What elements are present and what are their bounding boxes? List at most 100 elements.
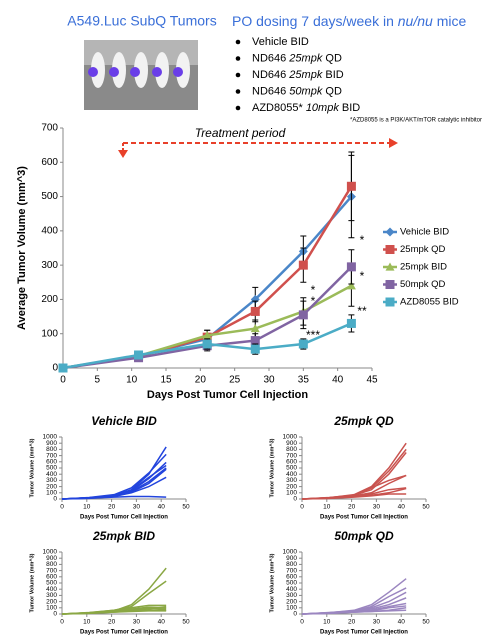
bullet-part: ND646 [252,69,289,81]
x-tick-label: 50 [182,619,190,626]
y-tick-label: 1000 [43,434,58,441]
x-tick-label: 20 [348,619,356,626]
x-tick-label: 35 [298,375,310,386]
x-tick-label: 40 [158,619,166,626]
bullet-part: 10mpk [306,102,340,114]
y-tick-label: 400 [41,225,58,236]
chart-title: Vehicle BID [91,414,157,428]
bullet-part: AZD8055* [252,102,306,114]
x-tick-label: 45 [366,375,378,386]
marker [299,261,308,270]
series-line [62,447,166,499]
marker [299,310,308,319]
x-tick-label: 10 [83,619,91,626]
chart-title: 25mpk BID [92,529,155,543]
y-tick-label: 400 [286,471,297,478]
marker [251,307,260,316]
y-tick-label: 500 [286,580,297,587]
y-tick-label: 200 [41,294,58,305]
right-title: PO dosing 7 days/week in nu/nu mice [232,13,466,29]
y-axis-label: Average Tumor Volume (mm^3) [16,166,28,330]
marker [347,182,356,191]
y-tick-label: 1000 [283,549,298,556]
y-tick-label: 200 [46,598,57,605]
title-part: nu/nu [398,13,433,29]
x-tick-label: 15 [160,375,172,386]
marker [203,340,212,349]
y-tick-label: 700 [41,123,58,134]
x-tick-label: 30 [373,504,381,511]
legend-label: Vehicle BID [400,227,449,238]
y-tick-label: 700 [286,452,297,459]
footnote: *AZD8055 is a PI3K/AKT/mTOR catalytic in… [350,118,482,124]
y-axis-label: Tumor Volume (mm^3) [29,553,35,612]
x-tick-label: 0 [300,504,304,511]
series-line [63,286,351,368]
bullet-dot [236,106,241,111]
bullet-part: 25mpk [288,52,323,64]
y-tick-label: 1000 [283,434,298,441]
x-tick-label: 20 [195,375,207,386]
bullet-part: ND646 [252,52,289,64]
y-tick-label: 100 [286,490,297,497]
y-tick-label: 100 [46,490,57,497]
x-axis-label: Days Post Tumor Cell Injection [320,515,408,521]
y-tick-label: 0 [52,363,58,374]
y-tick-label: 300 [46,592,57,599]
y-tick-label: 500 [41,191,58,202]
y-tick-label: 800 [286,446,297,453]
y-tick-label: 500 [46,465,57,472]
y-axis-label: Tumor Volume (mm^3) [269,438,275,497]
bullet-text: Vehicle BID [252,36,309,48]
marker [386,280,395,289]
y-tick-label: 700 [286,567,297,574]
y-tick-label: 400 [286,586,297,593]
legend-label: AZD8055 BID [400,297,459,308]
bullet-part: 50mpk [289,85,323,97]
x-tick-label: 10 [323,619,331,626]
mouse-image [84,40,198,110]
y-axis-label: Tumor Volume (mm^3) [29,438,35,497]
x-tick-label: 50 [422,504,430,511]
annotation: * [360,233,365,247]
y-tick-label: 400 [46,586,57,593]
y-tick-label: 300 [286,477,297,484]
x-tick-label: 5 [95,375,101,386]
bullet-dot [236,73,241,78]
y-tick-label: 100 [46,605,57,612]
x-tick-label: 50 [422,619,430,626]
bullet-dot [236,89,241,94]
y-tick-label: 200 [286,598,297,605]
marker [251,345,260,354]
annotation: ** [357,304,367,318]
x-axis-label: Days Post Tumor Cell Injection [80,630,168,636]
y-tick-label: 300 [46,477,57,484]
y-tick-label: 200 [46,483,57,490]
y-tick-label: 500 [286,465,297,472]
y-tick-label: 900 [46,555,57,562]
y-tick-label: 600 [41,157,58,168]
annotation: * [360,269,365,283]
bullet-part: ND646 [252,85,289,97]
chart-title: 50mpk QD [334,529,394,543]
x-tick-label: 30 [133,619,141,626]
bullet-list: Vehicle BIDND646 25mpk QDND646 25mpk BID… [236,36,361,114]
bullet-part: BID [322,69,343,81]
x-tick-label: 10 [83,504,91,511]
x-axis-label: Days Post Tumor Cell Injection [147,389,308,401]
y-tick-label: 300 [286,592,297,599]
title-part: mice [433,13,467,29]
y-tick-label: 600 [46,574,57,581]
y-tick-label: 500 [46,580,57,587]
x-tick-label: 50 [182,504,190,511]
marker [347,319,356,328]
legend-label: 25mpk QD [400,244,446,255]
x-tick-label: 20 [108,619,116,626]
annotation: * [311,294,316,308]
marker [347,262,356,271]
bullet-part: QD [322,52,342,64]
x-tick-label: 0 [60,375,66,386]
x-tick-label: 0 [60,619,64,626]
x-tick-label: 30 [373,619,381,626]
bullet-text: ND646 25mpk QD [252,52,342,64]
